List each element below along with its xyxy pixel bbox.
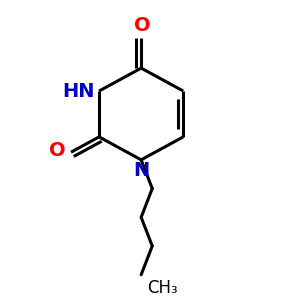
Text: CH₃: CH₃ bbox=[147, 279, 178, 297]
Text: O: O bbox=[134, 16, 151, 35]
Text: HN: HN bbox=[62, 82, 95, 100]
Text: O: O bbox=[49, 141, 65, 160]
Text: N: N bbox=[133, 161, 149, 180]
